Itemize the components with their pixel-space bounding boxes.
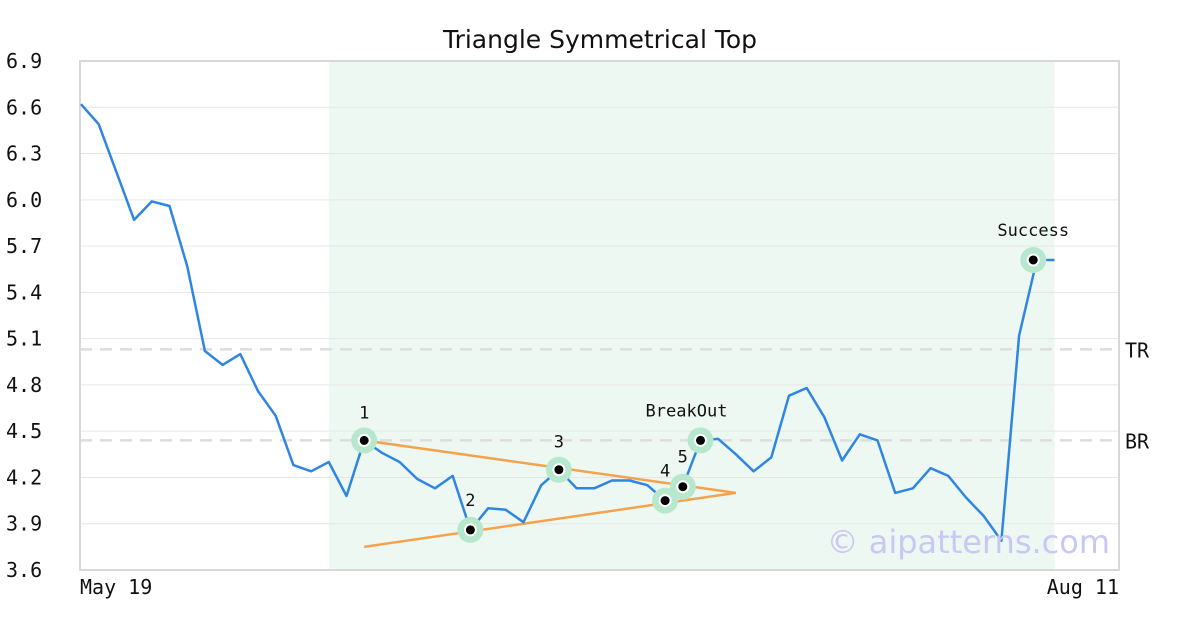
level-lines: TR BR bbox=[80, 338, 1150, 453]
x-tick-label-start: May 19 bbox=[80, 575, 152, 599]
y-tick-label: 3.9 bbox=[6, 512, 42, 536]
point-label-3: 3 bbox=[554, 433, 564, 453]
x-tick-label-end: Aug 11 bbox=[1047, 575, 1119, 599]
point-marker-2 bbox=[463, 523, 477, 537]
point-marker-breakout bbox=[694, 433, 707, 447]
y-tick-label: 5.1 bbox=[6, 327, 42, 351]
grid-lines bbox=[80, 60, 1119, 571]
point-label-success: Success bbox=[997, 221, 1069, 241]
y-tick-label: 3.6 bbox=[6, 558, 42, 582]
y-tick-label: 6.9 bbox=[6, 49, 42, 73]
y-tick-label: 5.7 bbox=[6, 234, 42, 258]
point-marker-5 bbox=[676, 480, 690, 494]
y-tick-label: 5.4 bbox=[6, 280, 42, 304]
level-label-tr: TR bbox=[1125, 338, 1150, 362]
y-tick-label: 4.2 bbox=[6, 465, 42, 489]
y-tick-label: 6.0 bbox=[6, 188, 42, 212]
y-tick-label: 4.5 bbox=[6, 419, 42, 443]
chart-title: Triangle Symmetrical Top bbox=[442, 25, 757, 54]
point-label-4: 4 bbox=[660, 462, 670, 482]
level-label-br: BR bbox=[1125, 429, 1150, 453]
watermark: © aipatterns.com bbox=[827, 523, 1110, 561]
y-tick-label: 6.3 bbox=[6, 142, 42, 166]
point-label-2: 2 bbox=[465, 491, 475, 511]
point-marker-4 bbox=[658, 494, 672, 508]
point-label-breakout: BreakOut bbox=[646, 401, 728, 421]
y-axis: 3.6 3.9 4.2 4.5 4.8 5.1 5.4 5.7 6.0 6.3 6.6 6.9 bbox=[6, 49, 42, 582]
plot-frame bbox=[79, 60, 1120, 571]
point-label-5: 5 bbox=[678, 448, 688, 468]
point-marker-3 bbox=[552, 463, 566, 477]
point-marker-1 bbox=[357, 433, 371, 447]
point-label-1: 1 bbox=[359, 403, 369, 423]
pattern-points: 1 2 3 45 BreakOut Success bbox=[351, 221, 1069, 543]
y-tick-label: 4.8 bbox=[6, 373, 42, 397]
point-marker-success bbox=[1026, 253, 1040, 267]
y-tick-label: 6.6 bbox=[6, 95, 42, 119]
